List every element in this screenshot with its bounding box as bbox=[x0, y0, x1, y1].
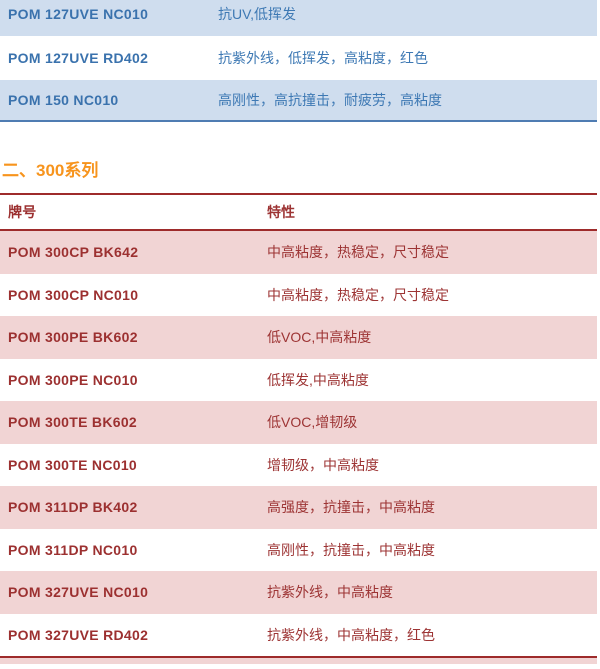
grade-cell: POM 300TE NC010 bbox=[8, 456, 137, 473]
features-cell: 抗紫外线，中高粘度，红色 bbox=[267, 626, 435, 643]
table-row: POM 300CP BK642 中高粘度，热稳定，尺寸稳定 bbox=[0, 231, 597, 274]
table-row: POM 127UVE RD402 抗紫外线，低挥发，高粘度，红色 bbox=[0, 36, 597, 80]
grade-cell: POM 327UVE RD402 bbox=[8, 626, 149, 643]
features-cell: 高刚性，抗撞击，中高粘度 bbox=[267, 541, 435, 558]
table-row: POM 150 NC010 高刚性，高抗撞击，耐疲劳，高粘度 bbox=[0, 80, 597, 122]
table-row: POM 300PE BK602 低VOC,中高粘度 bbox=[0, 316, 597, 359]
table-row: POM 127UVE NC010 抗UV,低挥发 bbox=[0, 0, 597, 36]
features-cell: 抗UV,低挥发 bbox=[218, 6, 297, 22]
grade-cell: POM 327UVE NC010 bbox=[8, 584, 149, 601]
next-row-cutoff-strip bbox=[0, 658, 597, 664]
grade-cell: POM 300PE NC010 bbox=[8, 371, 138, 388]
grade-cell: POM 300CP NC010 bbox=[8, 286, 139, 303]
table-row: POM 300CP NC010 中高粘度，热稳定，尺寸稳定 bbox=[0, 274, 597, 317]
section-heading-300-series: 二、300系列 bbox=[2, 161, 99, 180]
features-cell: 中高粘度，热稳定，尺寸稳定 bbox=[267, 244, 449, 261]
grade-column-header: 牌号 bbox=[8, 204, 37, 220]
grade-cell: POM 150 NC010 bbox=[8, 92, 119, 108]
features-cell: 低VOC,增韧级 bbox=[267, 414, 358, 431]
features-cell: 高刚性，高抗撞击，耐疲劳，高粘度 bbox=[218, 92, 442, 108]
grade-cell: POM 300CP BK642 bbox=[8, 244, 139, 261]
table-header-row: 牌号 特性 bbox=[0, 195, 597, 231]
grade-cell: POM 300TE BK602 bbox=[8, 414, 137, 431]
series-300-table: 牌号 特性 POM 300CP BK642 中高粘度，热稳定，尺寸稳定 POM … bbox=[0, 193, 597, 656]
table-row: POM 327UVE RD402 抗紫外线，中高粘度，红色 bbox=[0, 614, 597, 657]
table-row: POM 311DP BK402 高强度，抗撞击，中高粘度 bbox=[0, 486, 597, 529]
table-row: POM 300PE NC010 低挥发,中高粘度 bbox=[0, 359, 597, 402]
features-cell: 低挥发,中高粘度 bbox=[267, 371, 369, 388]
grade-cell: POM 127UVE NC010 bbox=[8, 6, 149, 22]
table-row: POM 327UVE NC010 抗紫外线，中高粘度 bbox=[0, 571, 597, 614]
table-row: POM 300TE BK602 低VOC,增韧级 bbox=[0, 401, 597, 444]
table-row: POM 311DP NC010 高刚性，抗撞击，中高粘度 bbox=[0, 529, 597, 572]
table-row: POM 300TE NC010 增韧级，中高粘度 bbox=[0, 444, 597, 487]
features-cell: 抗紫外线，中高粘度 bbox=[267, 584, 393, 601]
features-column-header: 特性 bbox=[267, 204, 295, 220]
features-cell: 高强度，抗撞击，中高粘度 bbox=[267, 499, 435, 516]
grade-cell: POM 127UVE RD402 bbox=[8, 50, 149, 66]
grade-cell: POM 300PE BK602 bbox=[8, 329, 138, 346]
features-cell: 中高粘度，热稳定，尺寸稳定 bbox=[267, 286, 449, 303]
features-cell: 低VOC,中高粘度 bbox=[267, 329, 372, 346]
features-cell: 增韧级，中高粘度 bbox=[267, 456, 379, 473]
grade-cell: POM 311DP BK402 bbox=[8, 499, 138, 516]
series-100-table: POM 127UVE NC010 抗UV,低挥发 POM 127UVE RD40… bbox=[0, 0, 597, 122]
table-bottom-border bbox=[0, 656, 597, 658]
grade-cell: POM 311DP NC010 bbox=[8, 541, 138, 558]
features-cell: 抗紫外线，低挥发，高粘度，红色 bbox=[218, 50, 428, 66]
